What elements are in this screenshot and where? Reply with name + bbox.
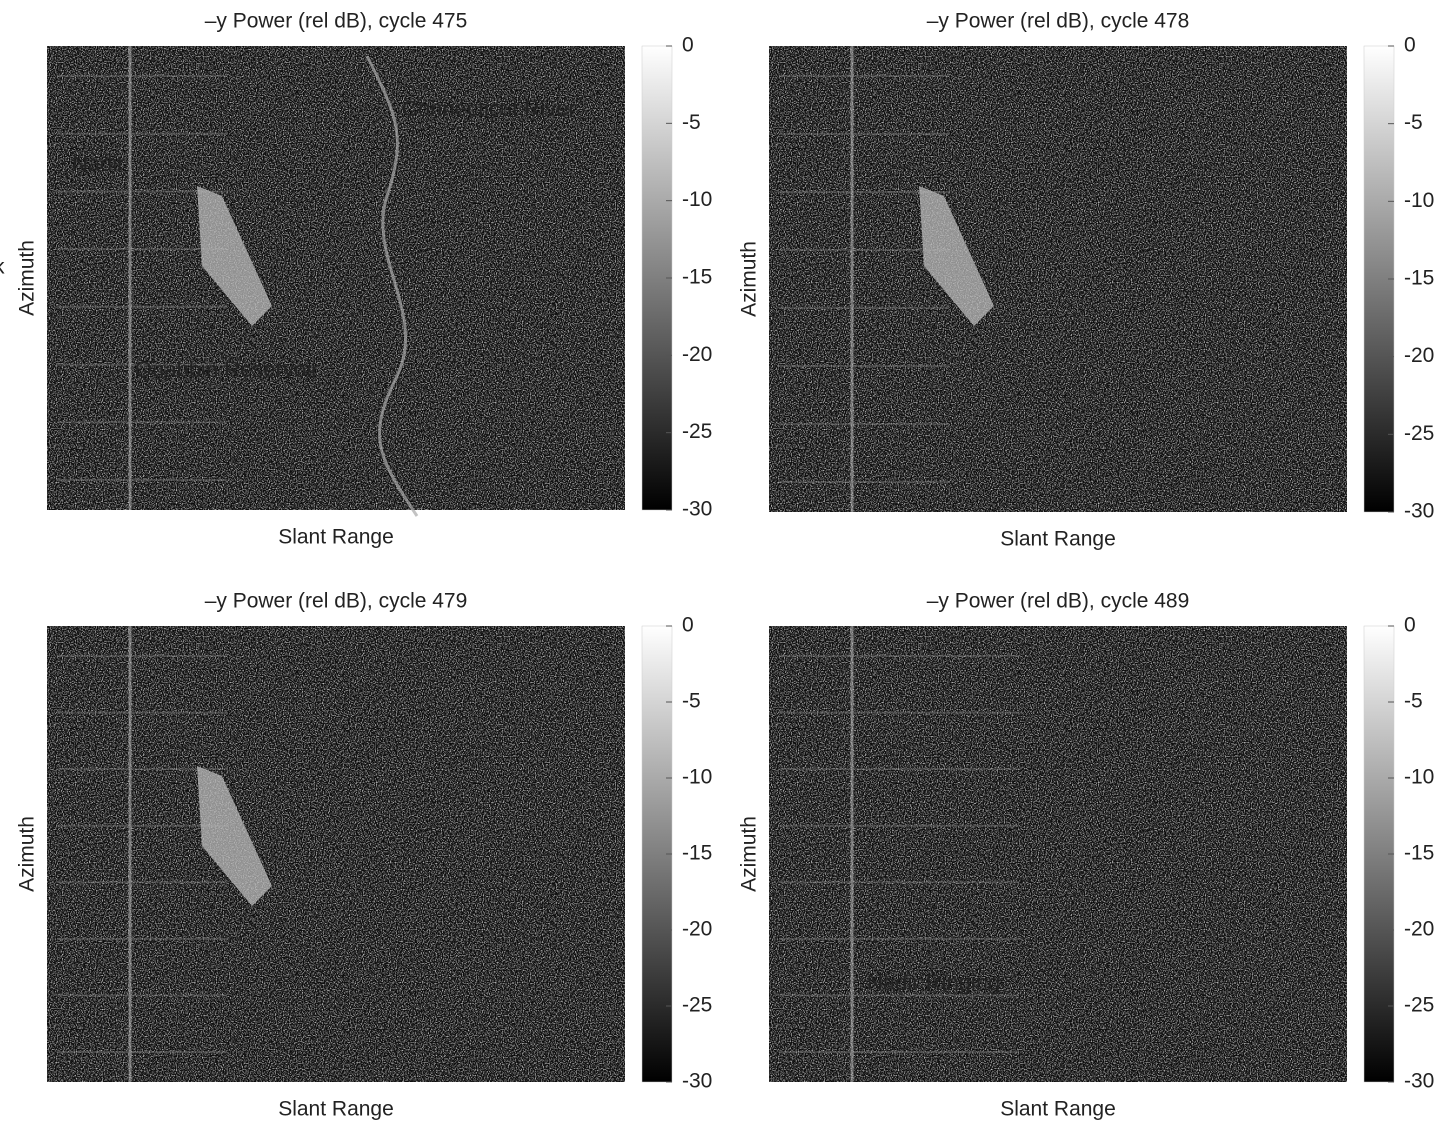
panel: –y Power (rel dB), cycle 479 Slant Range A… [16, 590, 713, 1121]
colorbar-tick-label: -5 [682, 111, 701, 134]
colorbar-tick-label: -10 [1404, 189, 1434, 212]
y-axis-label: Azimuth [16, 816, 39, 892]
x-axis-label: Slant Range [1000, 528, 1116, 551]
colorbar-tick-label: -5 [1404, 690, 1423, 713]
colorbar-tick-label: 0 [1404, 34, 1416, 57]
colorbar-tick-label: -30 [682, 498, 712, 521]
colorbar-tick-label: -25 [682, 994, 712, 1017]
colorbar-tick-label: -30 [1404, 1070, 1434, 1093]
colorbar-tick-label: -20 [682, 918, 712, 941]
x-axis-label: Slant Range [1000, 1098, 1116, 1121]
colorbar-tick-label: -20 [1404, 344, 1434, 367]
annotation: Nadir [72, 151, 125, 176]
colorbar-tick-label: -15 [1404, 267, 1434, 290]
y-axis-label: Azimuth [738, 241, 761, 317]
annotation: Nadir Ringing [867, 970, 1000, 995]
colorbar-tick-label: -5 [682, 690, 701, 713]
annotation: Connecticut River [402, 96, 576, 121]
annotation: Quabbin Reservoir [135, 357, 318, 382]
panel-title: –y Power (rel dB), cycle 479 [205, 590, 468, 613]
sar-speckle [769, 46, 1347, 512]
colorbar-tick-label: -15 [682, 266, 712, 289]
panel: –y Power (rel dB), cycle 489 Nadir Ringin… [738, 590, 1435, 1121]
y-axis-label: Azimuth [738, 816, 761, 892]
figure: k –y Power (rel dB), cycle 475 Nadir Conne… [0, 0, 1442, 1122]
colorbar-tick-label: 0 [1404, 614, 1416, 637]
sar-speckle [47, 626, 625, 1082]
colorbar-tick-label: -30 [1404, 500, 1434, 523]
colorbar-tick-label: -10 [1404, 766, 1434, 789]
colorbar-tick-label: -25 [1404, 422, 1434, 445]
x-axis-label: Slant Range [278, 526, 394, 549]
colorbar-tick-label: -20 [682, 343, 712, 366]
colorbar-tick-label: -15 [1404, 842, 1434, 865]
colorbar-tick-label: -20 [1404, 918, 1434, 941]
colorbar-tick-label: -10 [682, 766, 712, 789]
panel-title: –y Power (rel dB), cycle 475 [205, 10, 468, 33]
panel: –y Power (rel dB), cycle 478 Slant Range A… [738, 10, 1435, 551]
y-axis-label: Azimuth [16, 240, 39, 316]
sar-speckle [769, 626, 1347, 1082]
panel-title: –y Power (rel dB), cycle 478 [927, 10, 1190, 33]
cropped-text: k [0, 256, 5, 279]
colorbar-tick-label: -10 [682, 188, 712, 211]
panel: –y Power (rel dB), cycle 475 Nadir Connect… [16, 10, 713, 549]
colorbar-tick-label: 0 [682, 614, 694, 637]
panel-title: –y Power (rel dB), cycle 489 [927, 590, 1190, 613]
x-axis-label: Slant Range [278, 1098, 394, 1121]
colorbar-tick-label: -25 [682, 420, 712, 443]
colorbar-tick-label: -25 [1404, 994, 1434, 1017]
colorbar-tick-label: 0 [682, 34, 694, 57]
colorbar-tick-label: -30 [682, 1070, 712, 1093]
colorbar-tick-label: -5 [1404, 111, 1423, 134]
colorbar-tick-label: -15 [682, 842, 712, 865]
